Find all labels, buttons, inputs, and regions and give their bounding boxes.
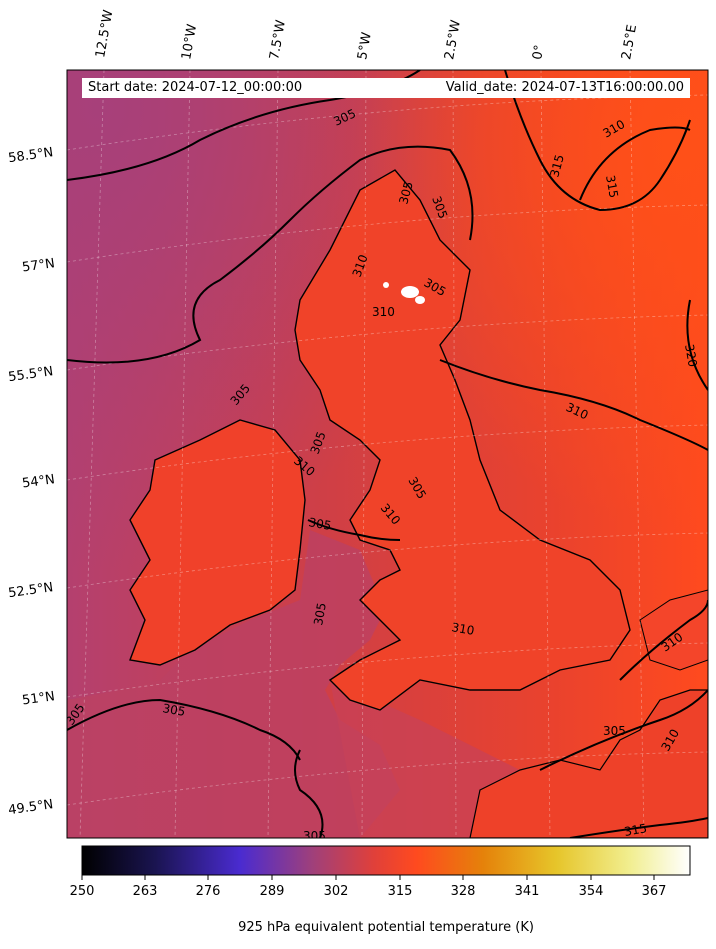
colorbar-label: 925 hPa equivalent potential temperature…	[238, 920, 534, 935]
colorbar-tick-label: 341	[514, 884, 540, 899]
colorbar-tick-label: 276	[195, 884, 221, 899]
colorbar-tick-label: 328	[450, 884, 476, 899]
contour-label: 305	[396, 180, 415, 206]
contour-label: 305	[307, 515, 332, 533]
contour-label: 305	[303, 829, 326, 843]
continent-coast	[639, 589, 708, 671]
colorbar-ticks	[81, 875, 655, 880]
colorbar-tick-label: 302	[323, 884, 349, 899]
map-frame	[66, 69, 709, 839]
colorbar-tick-label: 289	[259, 884, 285, 899]
contour-label: 305	[603, 724, 626, 738]
france-coast	[469, 689, 708, 838]
colorbar-tick-label: 354	[578, 884, 604, 899]
contour-label: 315	[623, 821, 648, 839]
great-britain-landmass	[294, 169, 631, 711]
colorbar	[81, 845, 691, 876]
gridlines	[67, 70, 708, 838]
contour-lines	[67, 70, 708, 838]
date-header: Start date: 2024-07-12_00:00:00 Valid_da…	[82, 78, 690, 98]
contour-label: 310	[450, 620, 475, 638]
snow-patches	[383, 282, 425, 304]
valid-date: Valid_date: 2024-07-13T16:00:00.00	[445, 80, 684, 95]
ireland-landmass	[129, 419, 306, 666]
colorbar-tick-label: 250	[69, 884, 95, 899]
contour-label: 315	[547, 153, 566, 179]
colorbar-tick-label: 263	[132, 884, 158, 899]
colorbar-tick-label: 315	[387, 884, 413, 899]
start-date: Start date: 2024-07-12_00:00:00	[88, 80, 303, 95]
map-area: 305 305 305 310 310 305 305 310 305 305 …	[67, 70, 708, 843]
contour-label: 305	[311, 602, 329, 627]
contour-label: 310	[372, 305, 395, 319]
lon-label: 0°	[530, 43, 548, 61]
contour-label: 305	[161, 701, 186, 719]
colorbar-tick-label: 367	[641, 884, 667, 899]
contour-label: 315	[603, 174, 621, 199]
contour-label: 320	[682, 343, 700, 368]
